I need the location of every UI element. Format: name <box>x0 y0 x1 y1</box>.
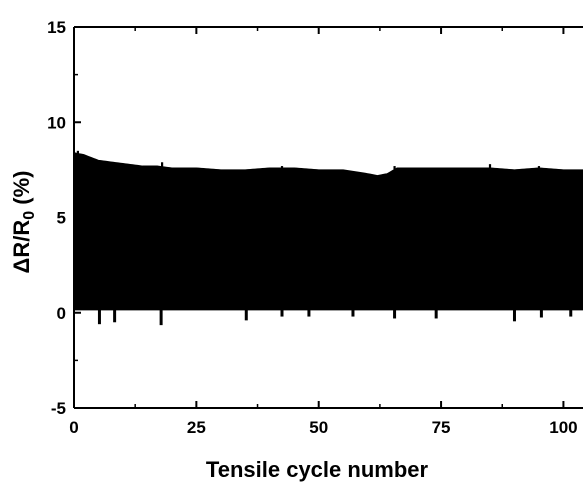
y-axis-title-subscript: 0 <box>21 211 38 220</box>
ticks-layer <box>73 26 565 409</box>
y-tick-label: 10 <box>47 113 66 132</box>
y-axis-title-main: ΔR/R <box>9 220 34 274</box>
x-tick-label: 0 <box>69 418 78 437</box>
y-tick-label: 0 <box>57 304 66 323</box>
x-tick-label: 100 <box>549 418 577 437</box>
signal-band <box>73 152 583 311</box>
x-tick-label: 25 <box>187 418 206 437</box>
x-axis-title: Tensile cycle number <box>206 457 429 482</box>
y-axis-title: ΔR/R0 (%) <box>9 171 38 274</box>
y-tick-label: 15 <box>47 18 66 37</box>
y-axis-title-unit: (%) <box>9 171 34 211</box>
x-tick-label: 75 <box>432 418 451 437</box>
y-tick-label: -5 <box>51 399 66 418</box>
x-tick-label: 50 <box>309 418 328 437</box>
data-layer <box>73 150 583 326</box>
y-tick-label: 5 <box>57 209 66 228</box>
